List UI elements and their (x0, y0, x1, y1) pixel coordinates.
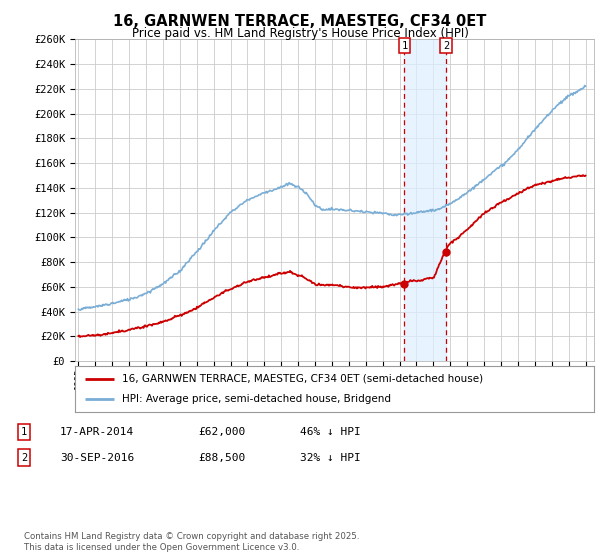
Text: Contains HM Land Registry data © Crown copyright and database right 2025.
This d: Contains HM Land Registry data © Crown c… (24, 532, 359, 552)
Text: 32% ↓ HPI: 32% ↓ HPI (300, 452, 361, 463)
Text: 2: 2 (21, 452, 27, 463)
Bar (404, 39, 446, 361)
Text: 16, GARNWEN TERRACE, MAESTEG, CF34 0ET: 16, GARNWEN TERRACE, MAESTEG, CF34 0ET (113, 14, 487, 29)
Text: 16, GARNWEN TERRACE, MAESTEG, CF34 0ET (semi-detached house): 16, GARNWEN TERRACE, MAESTEG, CF34 0ET (… (122, 374, 483, 384)
Text: £88,500: £88,500 (198, 452, 245, 463)
Text: 1: 1 (21, 427, 27, 437)
Text: 30-SEP-2016: 30-SEP-2016 (60, 452, 134, 463)
Text: 46% ↓ HPI: 46% ↓ HPI (300, 427, 361, 437)
Text: HPI: Average price, semi-detached house, Bridgend: HPI: Average price, semi-detached house,… (122, 394, 391, 404)
Text: Price paid vs. HM Land Registry's House Price Index (HPI): Price paid vs. HM Land Registry's House … (131, 27, 469, 40)
Text: 17-APR-2014: 17-APR-2014 (60, 427, 134, 437)
Text: 1: 1 (401, 41, 407, 51)
Text: 2: 2 (443, 41, 449, 51)
Text: £62,000: £62,000 (198, 427, 245, 437)
